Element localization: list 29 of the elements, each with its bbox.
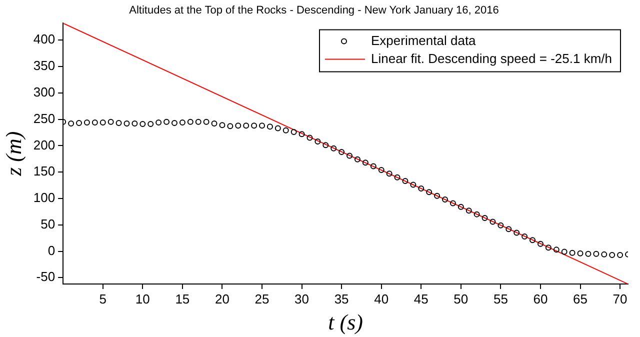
x-tick-label: 45 bbox=[414, 291, 428, 306]
y-tick-label: 200 bbox=[33, 137, 56, 152]
legend-label: Experimental data bbox=[371, 32, 477, 48]
y-tick-label: 0 bbox=[48, 242, 56, 258]
x-tick-label: 70 bbox=[612, 291, 628, 306]
y-tick-label: 150 bbox=[33, 164, 56, 179]
x-tick-label: 60 bbox=[533, 291, 548, 306]
y-tick-label: 250 bbox=[33, 110, 56, 126]
x-tick-label: 40 bbox=[374, 291, 389, 306]
y-tick-label: -50 bbox=[36, 269, 56, 284]
y-tick-label: 400 bbox=[33, 32, 56, 47]
x-tick-label: 50 bbox=[454, 291, 468, 306]
x-tick-label: 5 bbox=[99, 291, 106, 306]
y-tick-label: 50 bbox=[40, 216, 56, 232]
x-tick-label: 15 bbox=[175, 291, 190, 306]
x-axis-title: t (s) bbox=[328, 310, 363, 335]
x-tick-label: 30 bbox=[294, 291, 310, 306]
x-tick-label: 25 bbox=[254, 291, 270, 306]
y-axis-title: z (m) bbox=[0, 131, 26, 177]
x-tick-label: 20 bbox=[214, 291, 230, 306]
x-tick-label: 35 bbox=[334, 291, 349, 306]
x-tick-label: 55 bbox=[493, 291, 508, 306]
y-tick-label: 100 bbox=[33, 190, 56, 206]
x-tick-label: 65 bbox=[573, 291, 588, 306]
y-tick-label: 350 bbox=[33, 58, 56, 74]
y-tick-label: 300 bbox=[33, 84, 56, 100]
x-tick-label: 10 bbox=[135, 291, 150, 306]
legend-label: Linear fit. Descending speed = -25.1 km/h bbox=[371, 50, 612, 66]
chart-title: Altitudes at the Top of the Rocks - Descending - New York January 16, 2016 bbox=[129, 4, 499, 17]
